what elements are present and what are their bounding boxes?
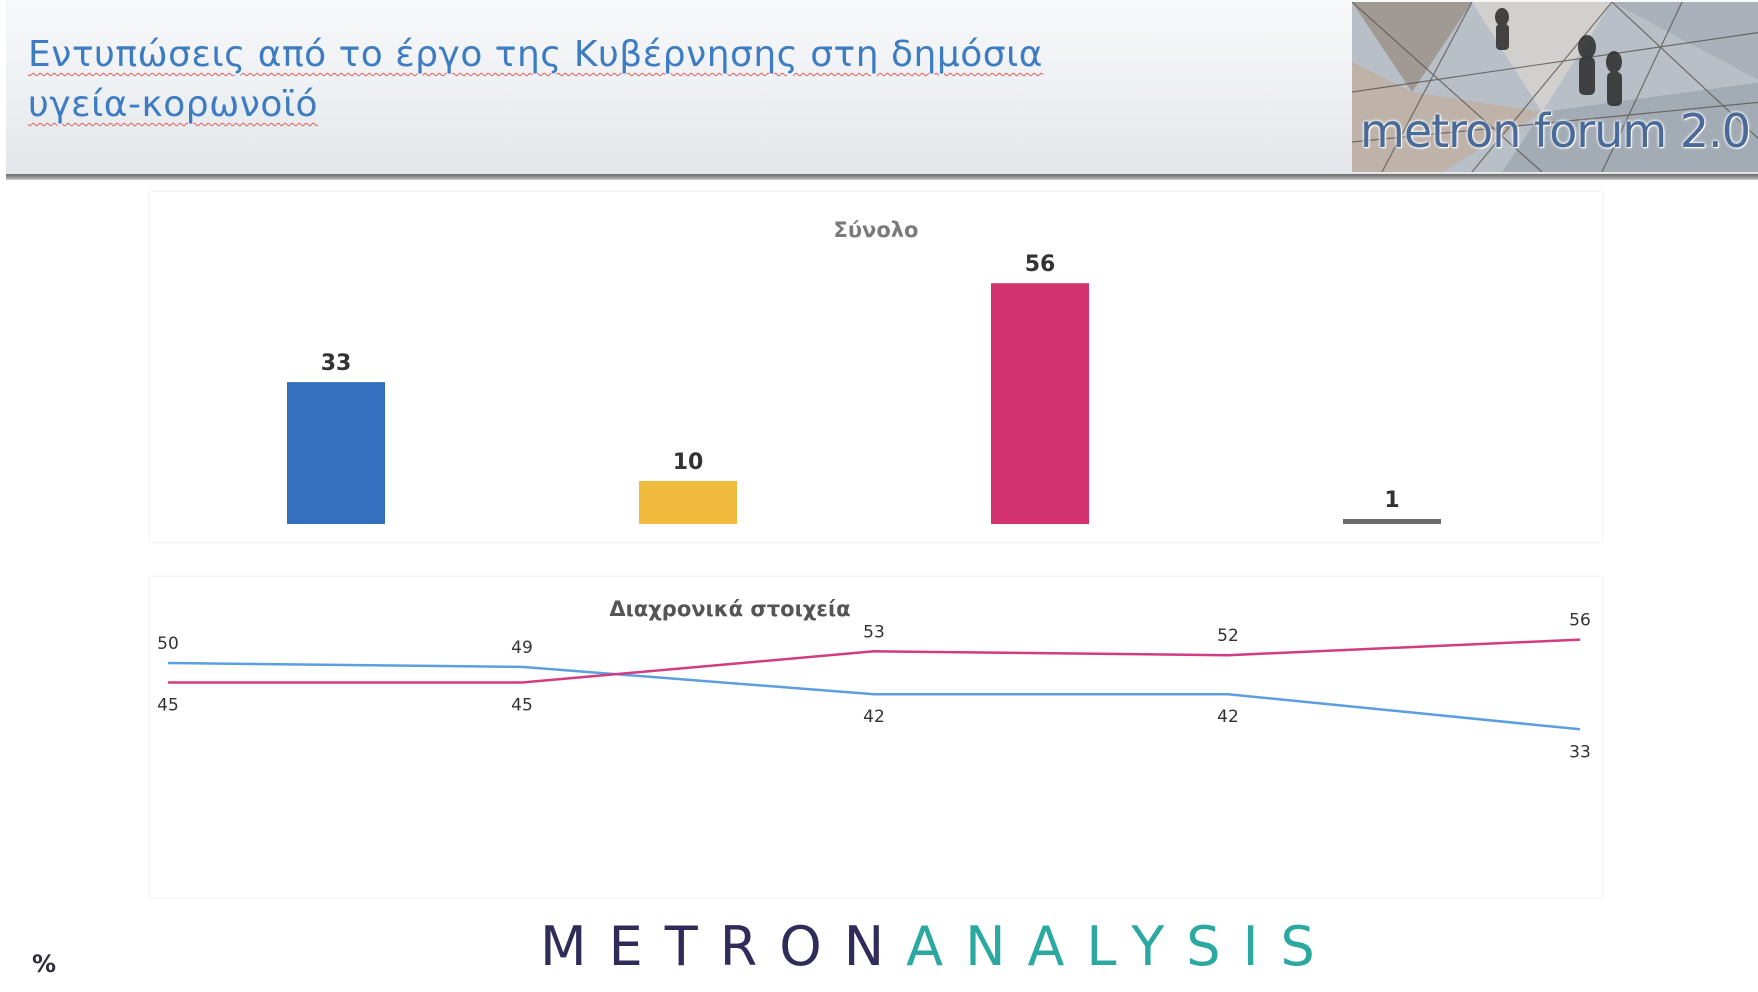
logo-analysis-text: ANALYSIS	[906, 915, 1337, 978]
bar-value-label-4: 1	[1384, 488, 1399, 513]
page-title-line-2: υγεία-κορωνοϊό	[28, 84, 319, 125]
forum-background-graphic	[1352, 2, 1758, 172]
line-series-2	[168, 638, 1581, 684]
overall-bar-chart: Σύνολο 33 10 56 1	[150, 192, 1602, 542]
line-chart-title: Διαχρονικά στοιχεία	[609, 597, 851, 621]
line-data-label-s1-p5: 33	[1569, 742, 1591, 762]
line-data-label-s1-p3: 42	[863, 707, 885, 727]
bar-value-label-1: 33	[321, 351, 352, 376]
metron-analysis-logo: METRONANALYSIS	[540, 915, 1315, 979]
bar-2	[639, 481, 737, 524]
percent-unit-label: %	[32, 950, 57, 978]
line-data-label-s2-p3: 53	[863, 622, 885, 642]
line-data-label-s2-p2: 45	[511, 696, 533, 716]
header-banner: Εντυπώσεις από το έργο της Κυβέρνησης στ…	[6, 0, 1758, 176]
logo-metron-text: METRON	[540, 915, 907, 978]
line-data-label-s2-p4: 52	[1217, 626, 1239, 646]
bar-chart-title: Σύνολο	[833, 218, 919, 242]
line-data-label-s1-p2: 49	[511, 638, 533, 658]
bar-3	[991, 283, 1089, 524]
bar-chart-plot: 33 10 56 1	[287, 252, 1441, 524]
trend-line-chart: Διαχρονικά στοιχεία 50 49 42 42 33 45 45 53 52 56	[150, 577, 1602, 897]
line-data-label-s1-p4: 42	[1217, 707, 1239, 727]
page-title-line-1: Εντυπώσεις από το έργο της Κυβέρνησης στ…	[28, 34, 1043, 75]
line-data-label-s1-p1: 50	[157, 634, 179, 654]
line-data-label-s2-p5: 56	[1569, 611, 1591, 631]
forum-banner-image: metron forum 2.0	[1352, 2, 1758, 172]
line-series-1	[167, 661, 1581, 731]
bar-value-label-3: 56	[1025, 252, 1056, 277]
header-divider	[6, 174, 1758, 180]
forum-label: metron forum 2.0	[1360, 104, 1751, 158]
bar-1	[287, 382, 385, 524]
bar-value-label-2: 10	[673, 450, 704, 475]
line-chart-plot: 50 49 42 42 33 45 45 53 52 56	[157, 611, 1591, 763]
line-data-label-s2-p1: 45	[157, 696, 179, 716]
page-title: Εντυπώσεις από το έργο της Κυβέρνησης στ…	[28, 30, 1308, 130]
bar-4	[1343, 519, 1441, 524]
